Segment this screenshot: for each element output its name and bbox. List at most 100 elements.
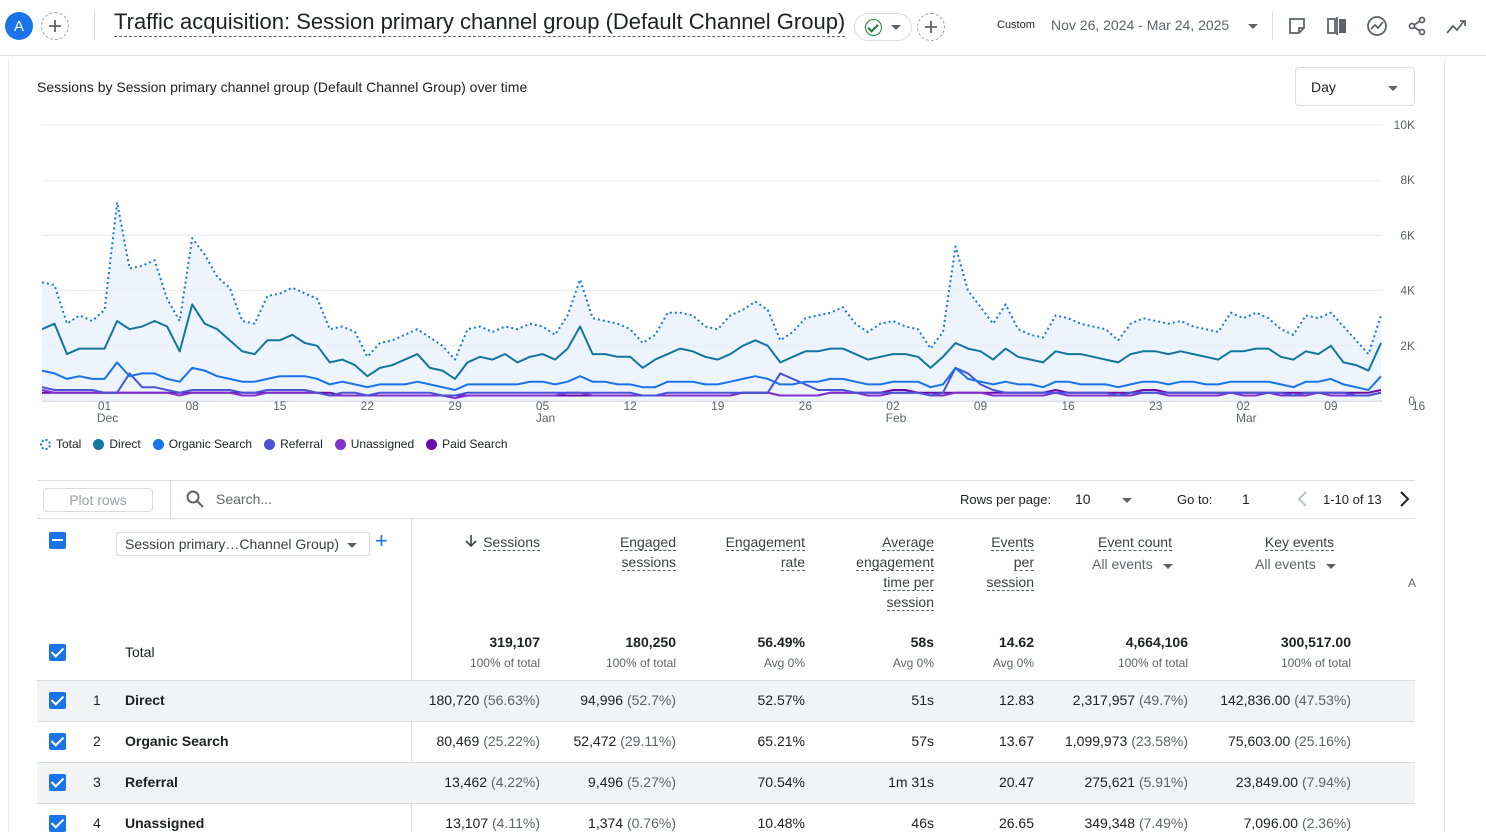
- chevron-left-icon[interactable]: [1294, 489, 1312, 509]
- row-number: 4: [93, 815, 101, 831]
- add-comparison-button[interactable]: [41, 12, 69, 40]
- goto-page-input[interactable]: 1: [1242, 491, 1250, 507]
- row-events-per-session: 20.47: [998, 774, 1034, 790]
- insights-icon[interactable]: [1364, 13, 1390, 39]
- legend-item[interactable]: Referral: [264, 437, 323, 451]
- plus-icon: [49, 20, 61, 32]
- x-tick-label: 15: [273, 399, 287, 413]
- column-header-sessions[interactable]: Sessions: [465, 532, 540, 552]
- row-channel-name[interactable]: Unassigned: [125, 815, 205, 831]
- row-key-events-pct: (25.16%): [1294, 733, 1351, 749]
- table-row[interactable]: [37, 721, 1415, 762]
- row-channel-name[interactable]: Referral: [125, 774, 178, 790]
- chevron-down-icon[interactable]: [1122, 498, 1132, 503]
- row-event-count: 275,621 (5.91%): [1084, 774, 1188, 790]
- row-engaged-value: 1,374: [588, 815, 624, 831]
- y-tick-label: 4K: [1400, 284, 1415, 298]
- row-engaged-value: 9,496: [588, 774, 624, 790]
- column-header-engaged-sessions[interactable]: Engaged sessions: [619, 532, 676, 572]
- key-events-filter[interactable]: All events: [1255, 554, 1345, 574]
- column-header-key-events[interactable]: Key events: [1262, 532, 1337, 552]
- legend-item[interactable]: Organic Search: [152, 437, 253, 451]
- share-icon[interactable]: [1404, 13, 1430, 39]
- dimension-select[interactable]: Session primary…Channel Group): [116, 532, 370, 556]
- chevron-down-icon: [1388, 86, 1398, 91]
- column-header-events-per-session[interactable]: Events per session: [986, 532, 1034, 592]
- property-avatar[interactable]: A: [5, 12, 33, 40]
- column-header-event-count[interactable]: Event count: [1090, 532, 1180, 552]
- column-header-avg-engagement-time[interactable]: Average engagement time per session: [856, 532, 934, 612]
- add-dimension-button[interactable]: +: [375, 528, 388, 553]
- total-label: Total: [125, 644, 155, 660]
- row-sessions: 80,469 (25.22%): [436, 733, 540, 749]
- goto-label: Go to:: [1177, 492, 1213, 507]
- x-tick-label: 22: [361, 399, 375, 413]
- rows-per-page-select[interactable]: 10: [1075, 491, 1091, 507]
- header-line: session: [886, 594, 934, 611]
- legend-item[interactable]: Total: [40, 437, 81, 451]
- granularity-select[interactable]: Day: [1295, 67, 1415, 106]
- row-event-count-pct: (5.91%): [1138, 774, 1188, 790]
- row-key-events: 7,096.00 (2.36%): [1244, 815, 1351, 831]
- row-engaged: 52,472 (29.11%): [574, 733, 677, 749]
- date-custom-label: Custom: [997, 19, 1035, 31]
- table-row[interactable]: [37, 762, 1415, 803]
- select-all-checkbox[interactable]: [49, 532, 66, 549]
- series-line-direct: [41, 303, 1382, 380]
- compare-icon[interactable]: [1324, 13, 1350, 39]
- toolbar-divider: [37, 518, 1415, 519]
- search-input[interactable]: Search...: [216, 491, 273, 507]
- row-channel-name[interactable]: Direct: [125, 692, 165, 708]
- check-circle-icon: [865, 18, 883, 36]
- row-engaged: 94,996 (52.7%): [580, 692, 676, 708]
- page-range: 1-10 of 13: [1323, 492, 1382, 507]
- x-tick-label: 09: [1324, 399, 1338, 413]
- y-tick-label: 2K: [1400, 339, 1415, 353]
- legend-item[interactable]: Direct: [93, 437, 141, 451]
- legend-item[interactable]: Unassigned: [334, 437, 414, 451]
- key-event-filter-label: All events: [1255, 556, 1316, 572]
- series-line-referral: [41, 366, 1382, 397]
- x-tick-label: 26: [799, 399, 813, 413]
- add-filter-button[interactable]: [917, 13, 945, 41]
- chevron-down-icon: [890, 24, 901, 30]
- row-engaged-pct: (52.7%): [626, 692, 676, 708]
- table-row[interactable]: [37, 803, 1415, 832]
- chevron-down-icon[interactable]: [1248, 24, 1258, 29]
- legend-item[interactable]: Paid Search: [426, 437, 508, 451]
- column-header-engagement-rate[interactable]: Engagement rate: [725, 532, 805, 572]
- row-checkbox[interactable]: [49, 692, 66, 709]
- row-events-per-session: 12.83: [998, 692, 1034, 708]
- report-title[interactable]: Traffic acquisition: Session primary cha…: [114, 9, 846, 37]
- report-status-button[interactable]: [854, 13, 912, 41]
- total-checkbox[interactable]: [49, 644, 66, 661]
- plot-rows-button[interactable]: Plot rows: [43, 488, 153, 512]
- search-icon: [186, 490, 204, 508]
- chevron-right-icon[interactable]: [1395, 489, 1413, 509]
- row-sessions-pct: (4.22%): [490, 774, 540, 790]
- table-row[interactable]: [37, 680, 1415, 721]
- header-line: engagement: [856, 554, 934, 571]
- row-checkbox[interactable]: [49, 815, 66, 832]
- total-events-per-session: 14.62: [998, 634, 1034, 650]
- event-count-filter[interactable]: All events: [1092, 554, 1182, 574]
- row-events-per-session: 26.65: [998, 815, 1034, 831]
- x-tick-label: 02: [886, 399, 900, 413]
- row-events-per-session: 13.67: [998, 733, 1034, 749]
- legend-swatch: [426, 438, 438, 450]
- date-range-picker[interactable]: Nov 26, 2024 - Mar 24, 2025: [1051, 17, 1230, 33]
- toolbar-divider: [170, 480, 171, 518]
- x-tick-label: 12: [623, 399, 637, 413]
- row-checkbox[interactable]: [49, 733, 66, 750]
- row-key-events: 23,849.00 (7.94%): [1236, 774, 1351, 790]
- row-engaged-pct: (5.27%): [626, 774, 676, 790]
- legend-label: Organic Search: [168, 437, 253, 451]
- x-tick-label: 05: [536, 399, 550, 413]
- legend-swatch: [93, 438, 105, 450]
- row-checkbox[interactable]: [49, 774, 66, 791]
- edit-report-icon[interactable]: [1284, 13, 1310, 39]
- legend-swatch: [334, 438, 346, 450]
- row-channel-name[interactable]: Organic Search: [125, 733, 229, 749]
- trend-icon[interactable]: [1444, 13, 1470, 39]
